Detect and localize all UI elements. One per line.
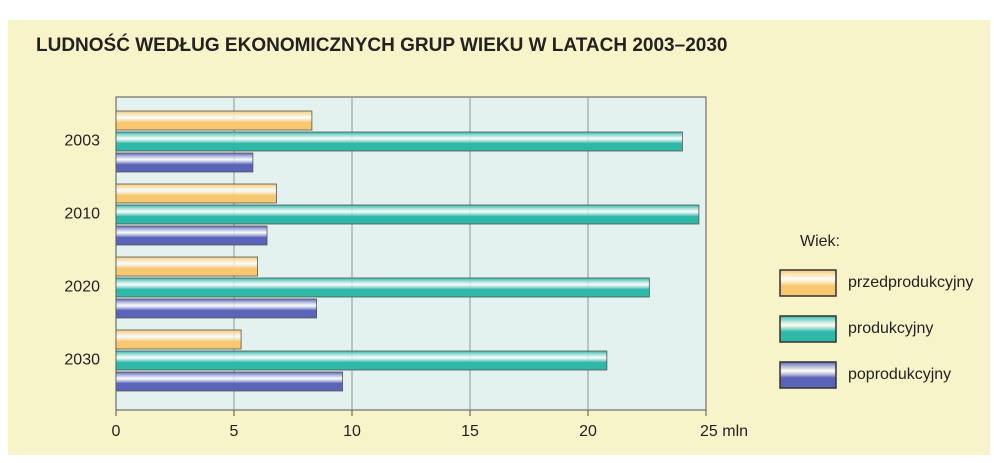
bar	[115, 183, 277, 204]
y-tick-label: 2030	[64, 352, 100, 369]
bar	[115, 329, 242, 350]
bar	[115, 277, 650, 298]
legend-swatch	[779, 361, 837, 389]
chart-title: LUDNOŚĆ WEDŁUG EKONOMICZNYCH GRUP WIEKU …	[36, 34, 727, 56]
bar	[115, 131, 683, 152]
bar	[115, 225, 268, 246]
bar	[115, 371, 343, 392]
legend-swatch	[779, 315, 837, 343]
legend-title: Wiek:	[800, 233, 840, 250]
y-tick-label: 2003	[64, 133, 100, 150]
x-tick-label: 15	[461, 423, 479, 440]
y-tick-label: 2010	[64, 206, 100, 223]
bar	[115, 152, 254, 173]
bar	[115, 256, 259, 277]
bar	[115, 110, 313, 131]
bar	[115, 204, 700, 225]
legend-swatch	[779, 269, 837, 297]
legend-label: produkcyjny	[848, 320, 933, 337]
y-tick-label: 2020	[64, 279, 100, 296]
legend-label: przedprodukcyjny	[848, 274, 973, 291]
bar	[115, 350, 608, 371]
legend-label: poprodukcyjny	[848, 366, 951, 383]
x-tick-label: 10	[343, 423, 361, 440]
x-tick-label: 25 mln	[700, 423, 748, 440]
x-tick-label: 5	[230, 423, 239, 440]
bar	[115, 298, 318, 319]
x-tick-label: 0	[112, 423, 121, 440]
x-tick-label: 20	[579, 423, 597, 440]
